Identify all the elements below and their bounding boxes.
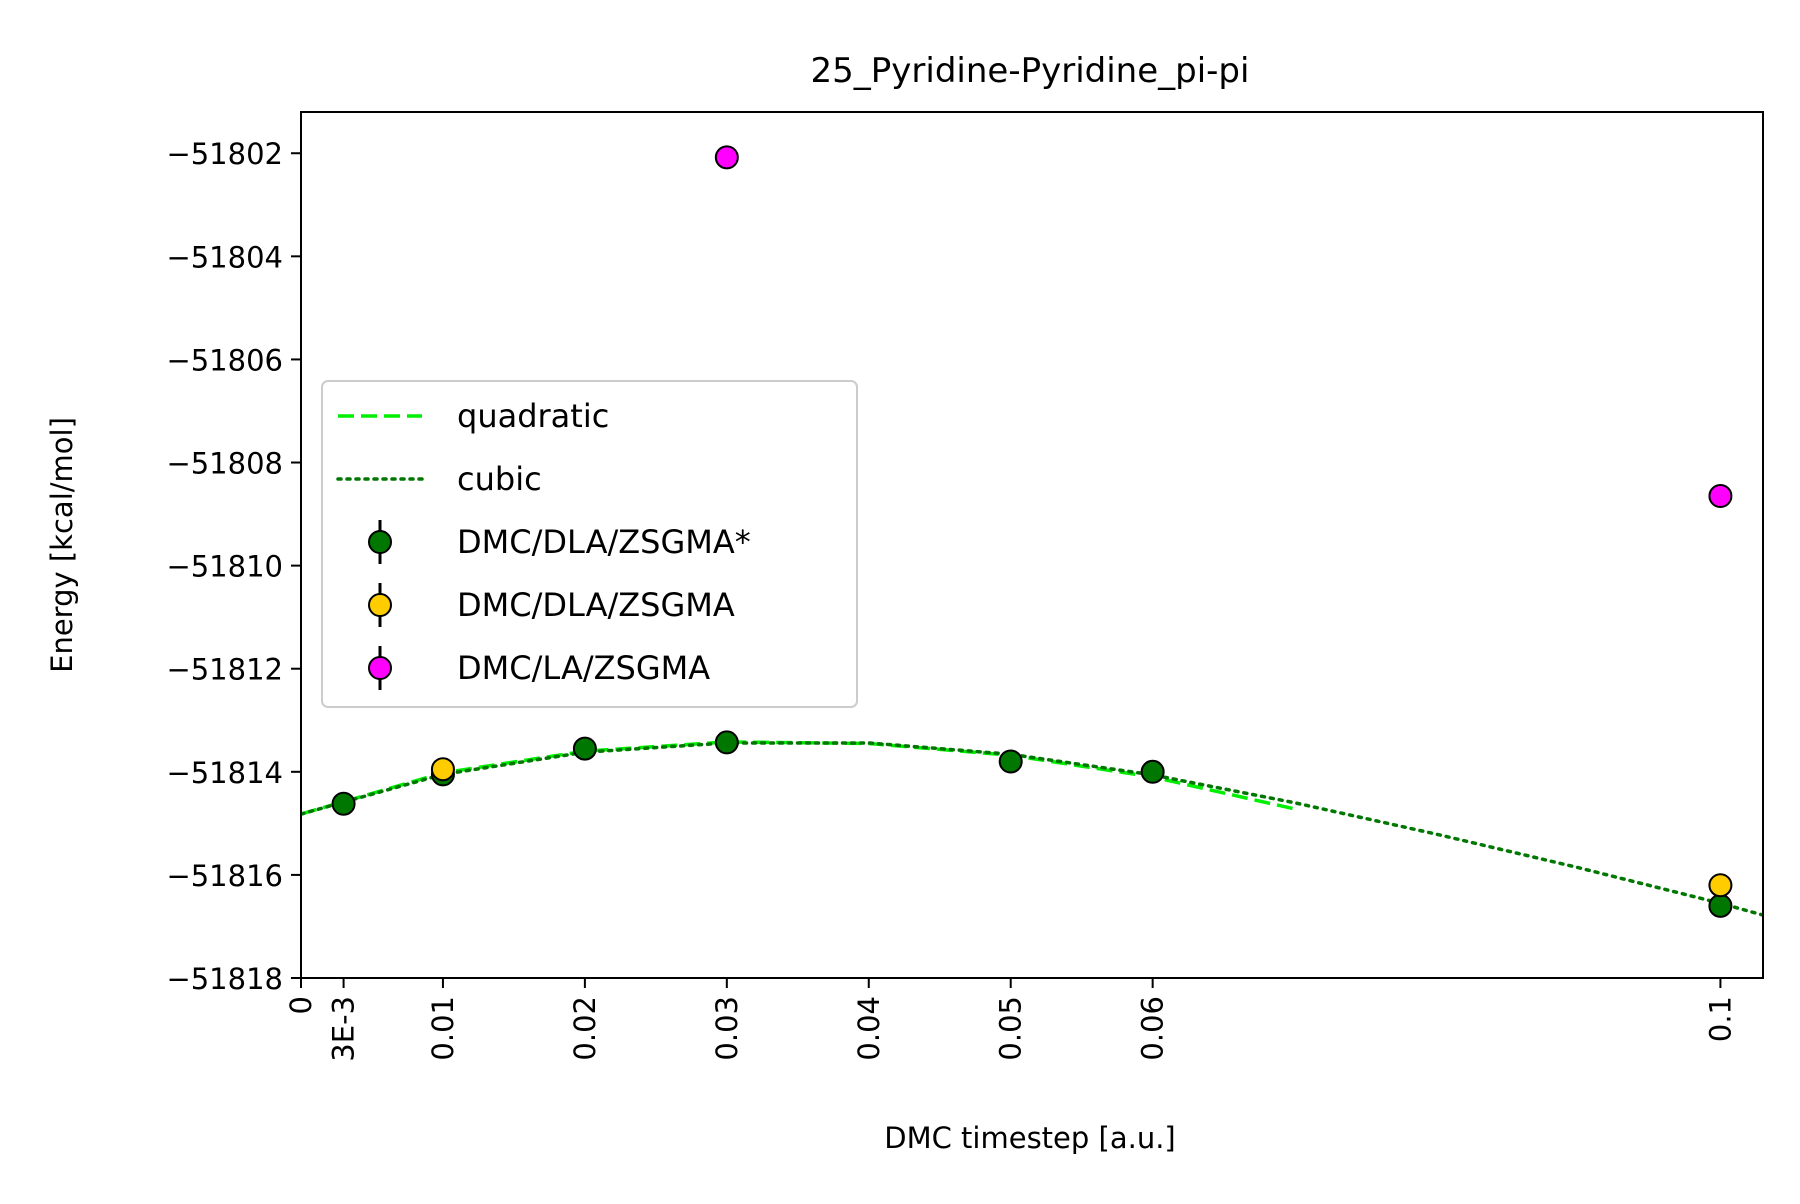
data-point	[572, 736, 597, 761]
y-tick-label: −51818	[166, 962, 283, 996]
legend-marker	[368, 593, 392, 617]
y-axis-label: Energy [kcal/mol]	[45, 417, 79, 673]
y-axis: −51802 −51804 −51806 −51808 −51810 −51812 −518…	[166, 137, 301, 996]
data-point	[1708, 873, 1733, 898]
legend-box	[321, 380, 858, 708]
legend-label: quadratic	[457, 397, 609, 435]
data-point	[1140, 759, 1165, 784]
y-tick-label: −51806	[166, 343, 283, 377]
legend-label: DMC/DLA/ZSGMA	[457, 586, 735, 624]
legend-label: DMC/LA/ZSGMA	[457, 649, 710, 687]
x-tick-label: 0.06	[1136, 996, 1170, 1061]
fit-line-cubic	[301, 741, 1763, 917]
legend-label: cubic	[457, 460, 542, 498]
data-point	[1708, 484, 1733, 509]
data-point	[1708, 893, 1733, 918]
y-tick-label: −51816	[166, 859, 283, 893]
y-tick-label: −51802	[166, 137, 283, 171]
legend-marker	[368, 530, 392, 554]
data-point	[998, 749, 1023, 774]
legend-marker	[368, 656, 392, 680]
plot-frame	[300, 111, 1764, 979]
data-point	[714, 145, 739, 170]
x-tick-label: 0.1	[1703, 996, 1737, 1042]
x-tick-label: 3E-3	[327, 996, 361, 1062]
chart-title: 25_Pyridine-Pyridine_pi-pi	[811, 51, 1250, 91]
data-point	[714, 730, 739, 755]
x-axis-label: DMC timestep [a.u.]	[884, 1121, 1176, 1155]
y-tick-label: −51808	[166, 447, 283, 481]
x-axis: 0 3E-3 0.01 0.02 0.03 0.04 0.05 0.06 0.1	[284, 978, 1737, 1062]
y-tick-label: −51804	[166, 240, 283, 274]
x-tick-label: 0.01	[426, 996, 460, 1061]
y-tick-label: −51810	[166, 550, 283, 584]
x-tick-label: 0.02	[568, 996, 602, 1061]
y-tick-label: −51812	[166, 653, 283, 687]
data-point	[331, 791, 356, 816]
data-point	[430, 757, 455, 782]
x-tick-label: 0	[284, 996, 318, 1014]
x-tick-label: 0.03	[710, 996, 744, 1061]
legend: quadratic cubic DMC/DLA/ZSGMA* DMC/DLA/ZSGM…	[321, 380, 858, 708]
y-tick-label: −51814	[166, 756, 283, 790]
legend-label: DMC/DLA/ZSGMA*	[457, 523, 751, 561]
x-tick-label: 0.04	[852, 996, 886, 1061]
x-tick-label: 0.05	[994, 996, 1028, 1061]
